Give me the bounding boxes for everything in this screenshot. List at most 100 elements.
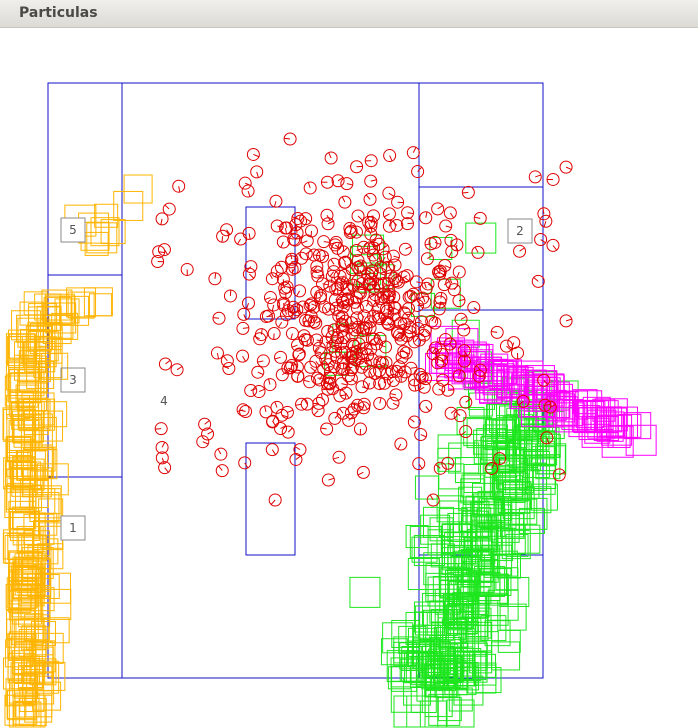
particle-square <box>449 339 475 365</box>
particle-circle <box>346 278 360 292</box>
particle-square <box>467 570 494 597</box>
particle-heading <box>296 309 301 316</box>
particle-heading <box>307 182 311 189</box>
particle-heading <box>291 307 294 314</box>
particle-square <box>437 447 462 472</box>
particle-circle <box>380 312 394 326</box>
particle-heading <box>370 217 374 223</box>
particle-circle <box>251 365 265 379</box>
particle-heading <box>349 222 352 229</box>
particle-square <box>511 524 541 554</box>
particle-circle <box>389 388 403 402</box>
particle-heading <box>427 283 434 288</box>
particle-heading <box>329 271 335 277</box>
particle-heading <box>334 413 340 419</box>
particle-heading <box>400 334 406 340</box>
particle-square <box>66 287 97 318</box>
particle-circle <box>412 457 426 471</box>
particle-heading <box>247 190 251 197</box>
particle-circle <box>312 341 326 355</box>
particle-circle <box>473 211 487 225</box>
landmark-4-label: 4 <box>160 394 168 408</box>
particle-heading <box>449 212 455 219</box>
particle-square <box>41 401 68 428</box>
particle-square <box>38 498 64 524</box>
particle-square <box>453 675 484 706</box>
particle-heading <box>370 179 377 182</box>
particle-heading <box>202 441 209 445</box>
particle-circle <box>397 345 411 359</box>
particle-circle <box>485 461 499 475</box>
particle-heading <box>393 264 396 272</box>
particle-heading <box>320 393 323 400</box>
particle-heading <box>565 166 572 171</box>
particle-square <box>30 446 56 472</box>
particle-heading <box>324 380 331 385</box>
particle-circle <box>321 217 335 231</box>
particle-square <box>26 360 55 389</box>
particle-square <box>28 485 62 519</box>
particle-heading <box>297 370 302 377</box>
particle-heading <box>341 383 348 386</box>
particle-heading <box>318 289 322 296</box>
particle-heading <box>256 171 259 178</box>
particle-heading <box>372 338 378 345</box>
particle-square <box>447 603 479 635</box>
particle-circle <box>238 176 252 190</box>
particle-square <box>465 495 495 525</box>
particle-heading <box>328 152 332 159</box>
particle-square <box>481 498 506 523</box>
particle-circle <box>220 354 234 368</box>
particle-heading <box>332 289 337 295</box>
particle-square <box>447 544 480 577</box>
particle-heading <box>425 406 430 412</box>
particle-circle <box>311 404 325 418</box>
particle-heading <box>308 306 315 312</box>
particle-circle <box>331 174 345 188</box>
particle-heading <box>379 383 381 390</box>
particle-circle <box>343 221 357 235</box>
particle-heading <box>268 378 271 385</box>
particle-circle <box>418 295 432 309</box>
particle-square <box>479 380 503 404</box>
particle-circle <box>261 309 275 323</box>
particle-heading <box>380 273 387 276</box>
particle-heading <box>456 271 460 278</box>
particle-heading <box>408 291 413 298</box>
particle-square <box>486 442 514 470</box>
particle-circle <box>412 333 426 347</box>
particle-circle <box>336 300 350 314</box>
particle-heading <box>437 205 443 210</box>
particle-heading <box>420 373 427 375</box>
window-titlebar[interactable]: Particulas <box>0 0 698 28</box>
particle-circle <box>417 328 431 342</box>
particle-circle <box>259 405 273 419</box>
particle-circle <box>534 233 548 247</box>
particle-circle <box>307 300 321 314</box>
particle-heading <box>161 457 165 464</box>
particle-circle <box>378 250 392 264</box>
particle-heading <box>356 280 363 284</box>
particle-heading <box>315 351 322 354</box>
particle-circle <box>432 265 446 279</box>
particle-square <box>461 507 492 538</box>
particle-square <box>499 603 527 631</box>
particle-heading <box>161 441 166 448</box>
particle-heading <box>352 279 356 286</box>
particle-heading <box>257 360 264 363</box>
particle-heading <box>409 418 415 423</box>
particle-square <box>34 512 58 536</box>
particle-square <box>393 641 418 666</box>
particle-heading <box>417 166 423 172</box>
particle-square <box>480 615 507 642</box>
particle-square <box>441 524 471 554</box>
particle-circle <box>212 311 226 325</box>
particle-heading <box>274 356 281 360</box>
particle-circle <box>336 276 350 290</box>
particle-heading <box>204 420 210 425</box>
particle-heading <box>474 246 479 253</box>
particle-circle <box>387 300 401 314</box>
particle-heading <box>392 301 395 308</box>
particle-heading <box>373 241 375 249</box>
particle-square <box>439 500 472 533</box>
